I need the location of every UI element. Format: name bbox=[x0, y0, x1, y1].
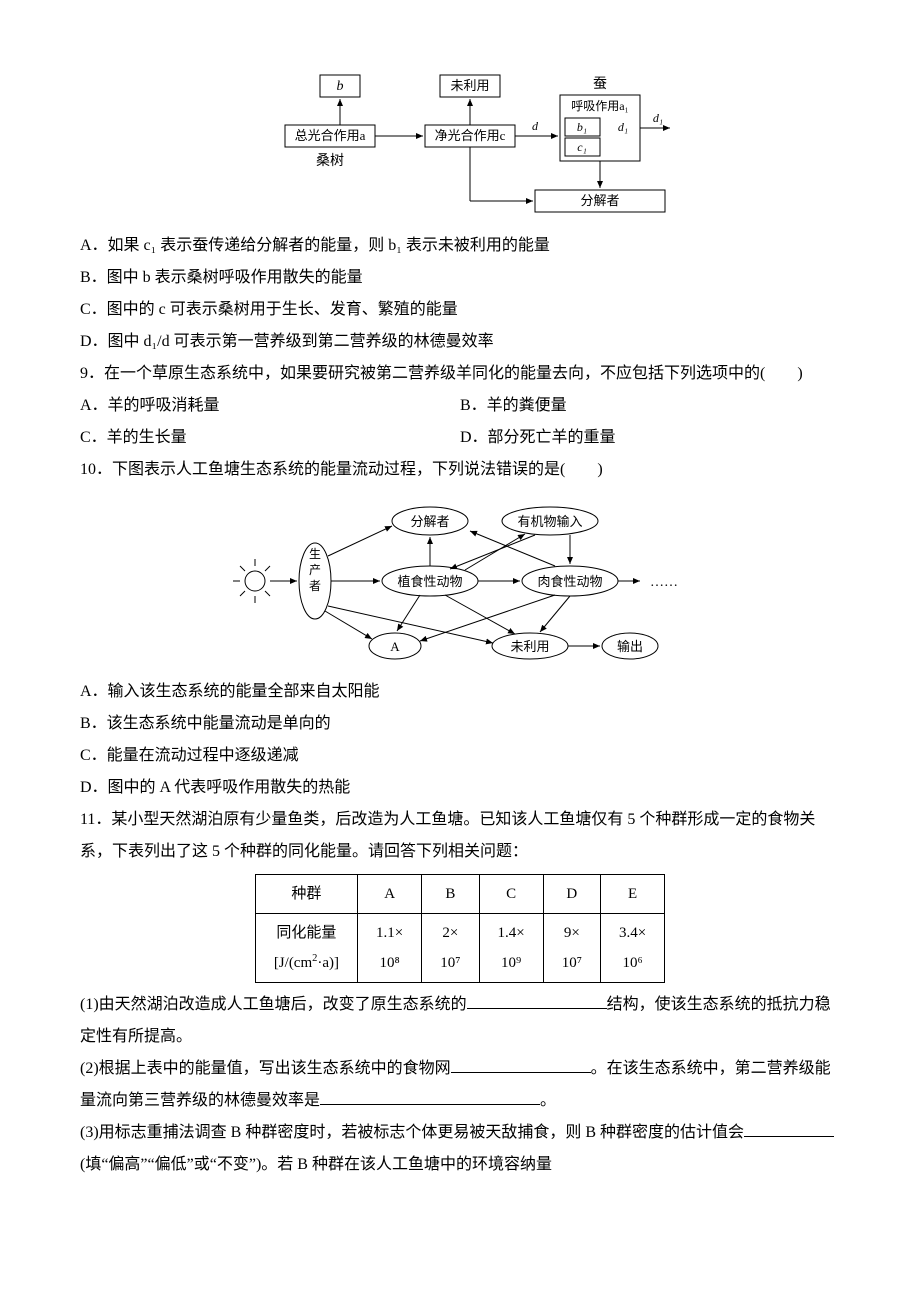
table-data-row: 同化能量[J/(cm2·a)] 1.1×10⁸ 2×10⁷ 1.4×10⁹ 9×… bbox=[255, 914, 664, 983]
q8-opt-c: C．图中的 c 可表示桑树用于生长、发育、繁殖的能量 bbox=[80, 294, 840, 326]
svg-text:生: 生 bbox=[309, 547, 321, 561]
d1-sangshu: 桑树 bbox=[316, 153, 344, 169]
q9-options-row1: A．羊的呼吸消耗量 B．羊的粪便量 bbox=[80, 390, 840, 422]
d1-fenjiezhe: 分解者 bbox=[580, 193, 619, 208]
d1-huxi: 呼吸作用a₁ bbox=[571, 99, 629, 113]
blank-2[interactable] bbox=[451, 1056, 591, 1073]
blank-3[interactable] bbox=[320, 1088, 540, 1105]
d2-wly: 未利用 bbox=[510, 639, 549, 654]
d2-shuchu: 输出 bbox=[617, 639, 643, 654]
q11-p3a: (3)用标志重捕法调查 B 种群密度时，若被标志个体更易被天敌捕食，则 B 种群… bbox=[80, 1124, 744, 1141]
q8-opt-a: A．如果 c₁ 表示蚕传递给分解者的能量，则 b₁ 表示未被利用的能量 bbox=[80, 230, 840, 262]
q11-p3b: (填“偏高”“偏低”或“不变”)。若 B 种群在该人工鱼塘中的环境容纳量 bbox=[80, 1156, 552, 1173]
d1-weiliyong: 未利用 bbox=[450, 78, 489, 93]
d1-d1-inside: d₁ bbox=[618, 120, 628, 134]
cell-d: 9×10⁷ bbox=[543, 914, 600, 983]
q9-opt-a: A．羊的呼吸消耗量 bbox=[80, 390, 460, 422]
blank-1[interactable] bbox=[467, 992, 607, 1009]
diagram2-svg: 生 产 者 分解者 有机物输入 植食性动物 肉食性动物 …… A 未利用 输出 bbox=[220, 496, 700, 666]
q10-opt-b: B．该生态系统中能量流动是单向的 bbox=[80, 708, 840, 740]
svg-text:者: 者 bbox=[309, 579, 321, 593]
diagram-fishpond: 生 产 者 分解者 有机物输入 植食性动物 肉食性动物 …… A 未利用 输出 bbox=[80, 496, 840, 666]
d2-A: A bbox=[390, 639, 400, 654]
diagram1-svg: b 未利用 蚕 总光合作用a 净光合作用c 呼吸作用a₁ b₁ d₁ c₁ 桑树… bbox=[230, 70, 690, 220]
cell-c: 1.4×10⁹ bbox=[479, 914, 543, 983]
d1-zong: 总光合作用a bbox=[295, 128, 366, 143]
d1-b1: b₁ bbox=[577, 120, 587, 134]
q10-opt-c: C．能量在流动过程中逐级递减 bbox=[80, 740, 840, 772]
table-header-row: 种群 A B C D E bbox=[255, 875, 664, 914]
d1-d1out: d₁ bbox=[653, 111, 663, 125]
d1-jing: 净光合作用c bbox=[435, 128, 506, 143]
q9-opt-c: C．羊的生长量 bbox=[80, 422, 460, 454]
d1-can: 蚕 bbox=[593, 77, 607, 92]
d1-b: b bbox=[337, 79, 344, 94]
cell-e: 3.4×10⁶ bbox=[600, 914, 664, 983]
d2-dots: …… bbox=[650, 575, 678, 590]
row-label: 同化能量[J/(cm2·a)] bbox=[255, 914, 357, 983]
th-4: D bbox=[543, 875, 600, 914]
q11-p2c: 。 bbox=[540, 1092, 556, 1109]
q10-opt-d: D．图中的 A 代表呼吸作用散失的热能 bbox=[80, 772, 840, 804]
d2-fenjiezhe: 分解者 bbox=[410, 514, 449, 529]
q9-options-row2: C．羊的生长量 D．部分死亡羊的重量 bbox=[80, 422, 840, 454]
q8-opt-d: D．图中 d₁/d 可表示第一营养级到第二营养级的林德曼效率 bbox=[80, 326, 840, 358]
svg-text:产: 产 bbox=[309, 563, 321, 577]
th-0: 种群 bbox=[255, 875, 357, 914]
q11-table: 种群 A B C D E 同化能量[J/(cm2·a)] 1.1×10⁸ 2×1… bbox=[255, 874, 665, 983]
d2-roushi: 肉食性动物 bbox=[537, 574, 602, 589]
cell-a: 1.1×10⁸ bbox=[358, 914, 422, 983]
q9-stem: 9．在一个草原生态系统中，如果要研究被第二营养级羊同化的能量去向，不应包括下列选… bbox=[80, 358, 840, 390]
th-2: B bbox=[422, 875, 479, 914]
q8-opt-b: B．图中 b 表示桑树呼吸作用散失的能量 bbox=[80, 262, 840, 294]
cell-b: 2×10⁷ bbox=[422, 914, 479, 983]
q11-p2: (2)根据上表中的能量值，写出该生态系统中的食物网。在该生态系统中，第二营养级能… bbox=[80, 1053, 840, 1117]
q11-stem: 11．某小型天然湖泊原有少量鱼类，后改造为人工鱼塘。已知该人工鱼塘仅有 5 个种… bbox=[80, 804, 840, 868]
q10-stem: 10．下图表示人工鱼塘生态系统的能量流动过程，下列说法错误的是( ) bbox=[80, 454, 840, 486]
d2-youjiwu: 有机物输入 bbox=[517, 514, 582, 529]
th-3: C bbox=[479, 875, 543, 914]
q11-p3: (3)用标志重捕法调查 B 种群密度时，若被标志个体更易被天敌捕食，则 B 种群… bbox=[80, 1117, 840, 1181]
diagram-energy-flow: b 未利用 蚕 总光合作用a 净光合作用c 呼吸作用a₁ b₁ d₁ c₁ 桑树… bbox=[80, 70, 840, 220]
th-1: A bbox=[358, 875, 422, 914]
q9-opt-b: B．羊的粪便量 bbox=[460, 390, 840, 422]
d2-zhishi: 植食性动物 bbox=[397, 574, 462, 589]
d1-d: d bbox=[532, 119, 539, 133]
th-5: E bbox=[600, 875, 664, 914]
q11-p2a: (2)根据上表中的能量值，写出该生态系统中的食物网 bbox=[80, 1060, 451, 1077]
blank-4[interactable] bbox=[744, 1120, 834, 1137]
q11-p1a: (1)由天然湖泊改造成人工鱼塘后，改变了原生态系统的 bbox=[80, 996, 467, 1013]
q11-p1: (1)由天然湖泊改造成人工鱼塘后，改变了原生态系统的结构，使该生态系统的抵抗力稳… bbox=[80, 989, 840, 1053]
q10-opt-a: A．输入该生态系统的能量全部来自太阳能 bbox=[80, 676, 840, 708]
d1-c1: c₁ bbox=[577, 140, 587, 154]
q9-opt-d: D．部分死亡羊的重量 bbox=[460, 422, 840, 454]
